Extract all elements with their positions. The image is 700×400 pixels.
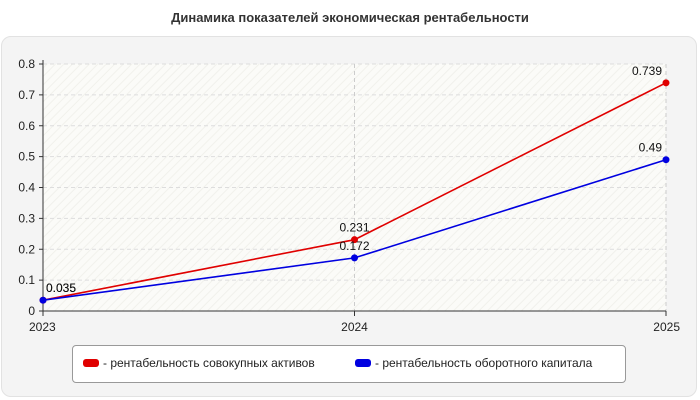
legend-item-working-capital: - рентабельность оборотного капитала bbox=[355, 356, 592, 372]
legend-label-assets: - рентабельность совокупных активов bbox=[103, 356, 315, 370]
y-tick-label: 0.1 bbox=[18, 273, 35, 287]
data-label: 0.172 bbox=[339, 239, 369, 253]
y-tick-label: 0.2 bbox=[18, 242, 35, 256]
y-tick-label: 0.3 bbox=[18, 211, 35, 225]
chart-title: Динамика показателей экономическая рента… bbox=[171, 10, 529, 25]
x-tick-label: 2023 bbox=[29, 320, 56, 334]
grid-lines bbox=[43, 63, 667, 311]
legend-item-assets: - рентабельность совокупных активов bbox=[83, 356, 315, 372]
y-tick-label: 0.6 bbox=[18, 119, 35, 133]
y-tick-label: 0.7 bbox=[18, 88, 35, 102]
data-point bbox=[351, 254, 358, 262]
data-label: 0.035 bbox=[46, 281, 76, 295]
x-tick-label: 2024 bbox=[341, 320, 368, 334]
data-label: 0.739 bbox=[632, 64, 662, 78]
data-point bbox=[662, 156, 670, 164]
data-label: 0.035 bbox=[46, 281, 76, 295]
y-tick-label: 0.4 bbox=[18, 181, 35, 195]
legend: - рентабельность совокупных активов - ре… bbox=[72, 345, 626, 383]
y-tick-label: 0.8 bbox=[18, 57, 35, 71]
axes: 0 0.1 0.2 0.3 0.4 0.5 0.6 0.7 0.8 2023 2024 2025 bbox=[18, 57, 680, 334]
series-lines bbox=[39, 79, 670, 304]
data-point bbox=[39, 296, 47, 304]
data-label: 0.231 bbox=[339, 221, 369, 235]
y-tick-label: 0 bbox=[28, 304, 35, 318]
legend-swatch-working-capital bbox=[355, 358, 371, 367]
x-tick-label: 2025 bbox=[653, 320, 680, 334]
legend-label-working-capital: - рентабельность оборотного капитала bbox=[375, 356, 593, 370]
data-point bbox=[662, 79, 670, 87]
data-label: 0.49 bbox=[639, 141, 663, 155]
data-point bbox=[351, 236, 358, 244]
y-tick-label: 0.5 bbox=[18, 150, 35, 164]
legend-swatch-assets bbox=[83, 358, 99, 367]
